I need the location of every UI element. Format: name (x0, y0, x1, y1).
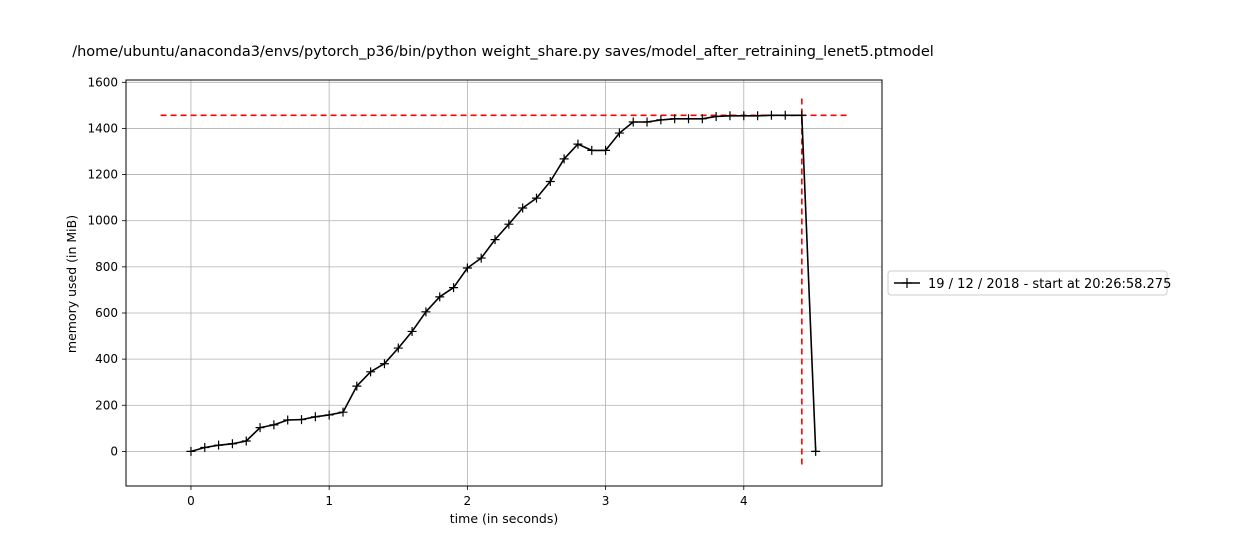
data-point-marker (214, 440, 224, 450)
x-tick-label: 1 (325, 494, 333, 508)
series-line (190, 114, 817, 453)
y-tick-label: 1000 (87, 214, 118, 228)
data-point-marker (476, 253, 486, 263)
data-point-marker (297, 415, 307, 425)
ticks: 0 1 2 3 4 0 200 400 600 800 1000 1200 1400 1600 (87, 75, 747, 508)
data-point-marker (766, 110, 776, 120)
legend-marker (902, 278, 912, 288)
legend: 19 / 12 / 2018 - start at 20:26:58.275 (887, 270, 1171, 296)
x-tick-label: 0 (187, 494, 195, 508)
y-tick-label: 600 (95, 306, 118, 320)
legend-box (887, 270, 1168, 296)
chart-title: /home/ubuntu/anaconda3/envs/pytorch_p36/… (72, 44, 934, 60)
data-point-marker (587, 145, 597, 155)
data-point-marker (435, 292, 445, 302)
reference-lines (160, 98, 848, 468)
data-point-marker (366, 367, 376, 377)
data-point-marker (811, 446, 821, 456)
data-point-marker (269, 420, 279, 430)
data-point-marker (753, 111, 763, 121)
legend-label: 19 / 12 / 2018 - start at 20:26:58.275 (928, 277, 1171, 292)
x-tick-label: 3 (602, 494, 610, 508)
data-point-marker (614, 128, 624, 138)
data-point-marker (628, 117, 638, 127)
data-point-marker (573, 139, 583, 149)
data-point-marker (670, 114, 680, 124)
data-point-marker (531, 193, 541, 203)
data-point-marker (352, 381, 362, 391)
y-tick-label: 0 (110, 444, 118, 458)
data-point-marker (797, 110, 807, 120)
data-point-marker (504, 219, 514, 229)
data-point-marker (490, 235, 500, 245)
y-tick-label: 400 (95, 352, 118, 366)
data-point-marker (462, 263, 472, 273)
data-point-marker (449, 283, 459, 293)
data-point-marker (545, 177, 555, 186)
data-point-marker (559, 154, 569, 164)
data-point-marker (407, 326, 417, 336)
data-point-marker (283, 415, 293, 425)
y-tick-label: 1600 (87, 75, 118, 89)
data-point-marker (739, 111, 749, 121)
data-point-marker (642, 117, 652, 127)
data-point-marker (227, 439, 237, 449)
data-point-marker (656, 115, 666, 125)
data-point-marker (200, 442, 210, 452)
x-axis-label: time (in seconds) (450, 511, 558, 526)
data-point-marker (255, 423, 265, 433)
axes-frame (125, 79, 883, 487)
data-point-marker (338, 407, 348, 417)
data-point-marker (324, 410, 334, 420)
data-point-marker (711, 111, 721, 121)
data-point-marker (518, 203, 528, 213)
data-point-marker (393, 343, 403, 353)
data-point-marker (241, 436, 251, 446)
x-tick-label: 2 (464, 494, 472, 508)
data-point-marker (601, 145, 611, 155)
y-tick-label: 1200 (87, 168, 118, 182)
y-tick-label: 1400 (87, 121, 118, 135)
data-point-marker (379, 359, 389, 369)
data-point-marker (310, 412, 320, 422)
data-point-marker (684, 114, 694, 124)
y-axis-label: memory used (in MiB) (64, 215, 79, 353)
data-point-marker (725, 111, 735, 121)
y-tick-label: 800 (95, 260, 118, 274)
series-group (186, 110, 821, 456)
x-tick-label: 4 (740, 494, 748, 508)
data-point-marker (186, 446, 196, 456)
y-tick-label: 200 (95, 398, 118, 412)
data-point-marker (421, 307, 431, 317)
data-point-marker (697, 114, 707, 124)
data-point-marker (780, 110, 790, 120)
grid (126, 80, 882, 486)
